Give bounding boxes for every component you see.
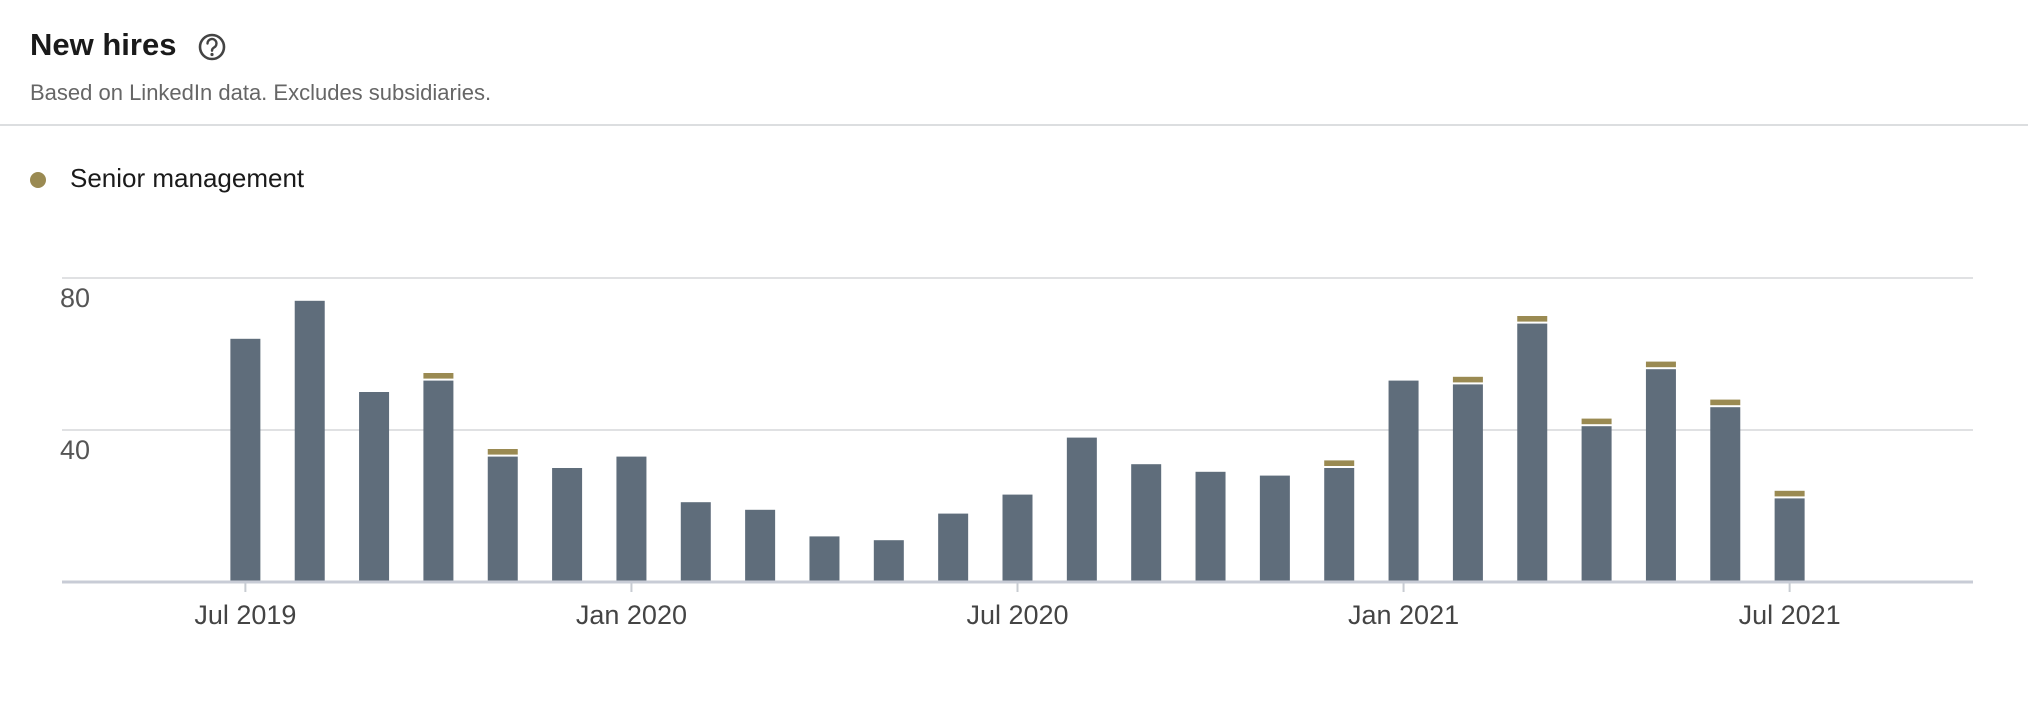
x-tick-label: Jul 2020 (966, 600, 1068, 630)
x-tick-label: Jul 2021 (1739, 600, 1841, 630)
legend-marker (30, 172, 46, 188)
bar-segment (423, 373, 454, 379)
bar-segment (938, 513, 969, 582)
bar-segment (1131, 464, 1162, 582)
help-icon[interactable] (198, 33, 226, 61)
x-tick-label: Jul 2019 (194, 600, 296, 630)
bar-segment (1324, 460, 1355, 466)
y-tick-label: 80 (60, 283, 90, 313)
chart-title: New hires (30, 27, 176, 62)
legend-label: Senior management (70, 163, 305, 193)
bar-segment (1774, 498, 1805, 582)
bar-segment (1324, 468, 1355, 582)
bar-segment (1195, 471, 1226, 582)
bar-segment (1710, 407, 1741, 582)
bar-segment (1259, 475, 1290, 582)
bar-segment (616, 456, 647, 582)
bar-segment (1066, 437, 1097, 582)
bar-segment (552, 468, 583, 582)
bar-segment (1002, 494, 1033, 582)
bar-segment (809, 536, 840, 582)
bar-segment (745, 509, 776, 582)
bar-segment (230, 338, 261, 582)
bar-segment (1517, 316, 1548, 322)
x-tick-label: Jan 2021 (1348, 600, 1459, 630)
bar-segment (359, 392, 390, 582)
bar-segment (294, 300, 325, 582)
y-tick-label: 40 (60, 435, 90, 465)
bar-segment (873, 540, 904, 582)
bar-segment (1645, 369, 1676, 582)
bar-segment (1388, 380, 1419, 582)
bar-segment (1452, 376, 1483, 383)
bar-segment (1581, 426, 1612, 582)
bar-segment (1710, 399, 1741, 406)
bar-segment (1645, 361, 1676, 368)
bar-segment (487, 449, 518, 455)
bar-segment (680, 502, 711, 582)
bar-segment (1517, 323, 1548, 582)
chart-subtitle: Based on LinkedIn data. Excludes subsidi… (30, 80, 491, 105)
bar-segment (423, 380, 454, 582)
bar-segment (1774, 490, 1805, 497)
bar-segment (1452, 384, 1483, 582)
bar-segment (1581, 418, 1612, 425)
x-tick-label: Jan 2020 (576, 600, 687, 630)
bar-segment (487, 456, 518, 582)
